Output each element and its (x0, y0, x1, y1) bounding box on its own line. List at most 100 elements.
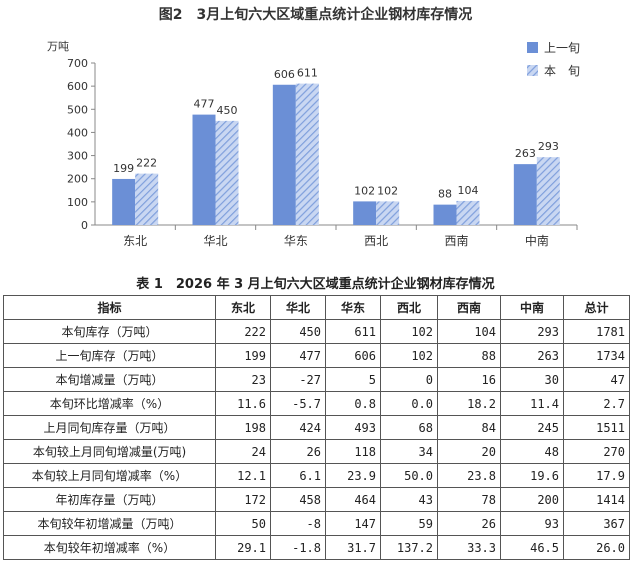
table-row: 本旬较年初增减率（%） 29.1 -1.8 31.7 137.2 33.3 46.5 26.0 (3, 535, 630, 560)
data-label: 88 (438, 188, 452, 201)
table-cell: 26 (270, 439, 326, 464)
table-cell: 367 (563, 511, 630, 536)
bar-current (215, 120, 239, 225)
table-cell: 2.7 (563, 391, 630, 416)
data-label: 102 (377, 184, 398, 197)
table-cell: 23 (215, 367, 271, 392)
table-cell: 23.9 (325, 463, 381, 488)
bar-previous (433, 204, 457, 225)
bar-previous (353, 201, 377, 225)
legend-swatch (527, 42, 538, 53)
figure-title: 图2 3月上旬六大区域重点统计企业钢材库存情况 (158, 7, 473, 23)
table-cell: 47 (563, 367, 630, 392)
y-tick-label: 400 (67, 126, 88, 139)
table-cell: 0.8 (325, 391, 381, 416)
table-cell: 16 (437, 367, 501, 392)
header-region: 总计 (563, 295, 630, 320)
table-cell: 88 (437, 343, 501, 368)
table-cell: 493 (325, 415, 381, 440)
y-axis-label: 万吨 (47, 40, 69, 53)
category-label: 西南 (444, 233, 468, 248)
table-row: 上一旬库存（万吨） 199 477 606 102 88 263 1734 (3, 343, 630, 368)
data-label: 606 (274, 68, 295, 81)
y-tick-label: 100 (67, 196, 88, 209)
table-row: 本旬增减量（万吨） 23 -27 5 0 16 30 47 (3, 367, 630, 392)
row-label: 本旬较上月同旬增减量(万吨) (3, 439, 216, 464)
bar-current (536, 157, 560, 225)
table-cell: 200 (500, 487, 564, 512)
row-label: 上一旬库存（万吨） (3, 343, 216, 368)
bar-current (295, 83, 319, 226)
bar-previous (513, 164, 537, 225)
table-cell: 84 (437, 415, 501, 440)
table-cell: 11.4 (500, 391, 564, 416)
table-cell: 245 (500, 415, 564, 440)
table-cell: 1511 (563, 415, 630, 440)
table-cell: 5 (325, 367, 381, 392)
data-label: 263 (515, 147, 536, 160)
table-cell: 59 (380, 511, 438, 536)
table-cell: 1781 (563, 319, 630, 344)
category-label: 华东 (284, 234, 308, 248)
table-cell: 18.2 (437, 391, 501, 416)
table-row: 本旬库存（万吨） 222 450 611 102 104 293 1781 (3, 319, 630, 344)
y-tick-label: 200 (67, 173, 88, 186)
table-cell: 450 (270, 319, 326, 344)
category-label: 东北 (123, 234, 147, 248)
table-cell: 0.0 (380, 391, 438, 416)
bar-previous (112, 178, 136, 225)
category-label: 华北 (203, 234, 227, 248)
table-cell: 12.1 (215, 463, 271, 488)
row-label: 本旬较年初增减率（%） (3, 535, 216, 560)
table-cell: 19.6 (500, 463, 564, 488)
table-cell: 26.0 (563, 535, 630, 560)
table-cell: 23.8 (437, 463, 501, 488)
header-region: 中南 (500, 295, 564, 320)
table-cell: 30 (500, 367, 564, 392)
table-cell: 17.9 (563, 463, 630, 488)
table-cell: -5.7 (270, 391, 326, 416)
legend-label: 上一旬 (544, 41, 580, 55)
header-region: 西北 (380, 295, 438, 320)
table-cell: -1.8 (270, 535, 326, 560)
legend-label: 本 旬 (544, 64, 580, 78)
data-label: 199 (113, 162, 134, 175)
y-tick-label: 700 (67, 57, 88, 70)
table-cell: 477 (270, 343, 326, 368)
table-cell: 270 (563, 439, 630, 464)
row-label: 本旬较年初增减量（万吨） (3, 511, 216, 536)
bar-previous (272, 84, 296, 225)
table-cell: 11.6 (215, 391, 271, 416)
row-label: 本旬增减量（万吨） (3, 367, 216, 392)
table-cell: 43 (380, 487, 438, 512)
table-cell: 20 (437, 439, 501, 464)
table-cell: 293 (500, 319, 564, 344)
bar-current (376, 201, 400, 225)
bar-previous (192, 114, 216, 225)
inventory-table: 指标 东北 华北 华东 西北 西南 中南 总计 本旬库存（万吨） 222 450 611 102 104… (3, 295, 630, 560)
table-cell: 34 (380, 439, 438, 464)
table-cell: -27 (270, 367, 326, 392)
table-cell: 198 (215, 415, 271, 440)
table-header-row: 指标 东北 华北 华东 西北 西南 中南 总计 (3, 295, 630, 320)
table-cell: 93 (500, 511, 564, 536)
table-cell: -8 (270, 511, 326, 536)
row-label: 本旬库存（万吨） (3, 319, 216, 344)
table-cell: 1414 (563, 487, 630, 512)
table-cell: 102 (380, 343, 438, 368)
table-cell: 102 (380, 319, 438, 344)
table-cell: 26 (437, 511, 501, 536)
table-title: 表 1 2026 年 3 月上旬六大区域重点统计企业钢材库存情况 (136, 277, 495, 292)
table-cell: 263 (500, 343, 564, 368)
bar-current (456, 200, 480, 225)
table-cell: 606 (325, 343, 381, 368)
y-tick-label: 600 (67, 80, 88, 93)
table-cell: 464 (325, 487, 381, 512)
row-label: 本旬较上月同旬增减率（%） (3, 463, 216, 488)
header-region: 华东 (325, 295, 381, 320)
table-cell: 199 (215, 343, 271, 368)
header-region: 西南 (437, 295, 501, 320)
table-cell: 1734 (563, 343, 630, 368)
table-cell: 78 (437, 487, 501, 512)
table-cell: 172 (215, 487, 271, 512)
